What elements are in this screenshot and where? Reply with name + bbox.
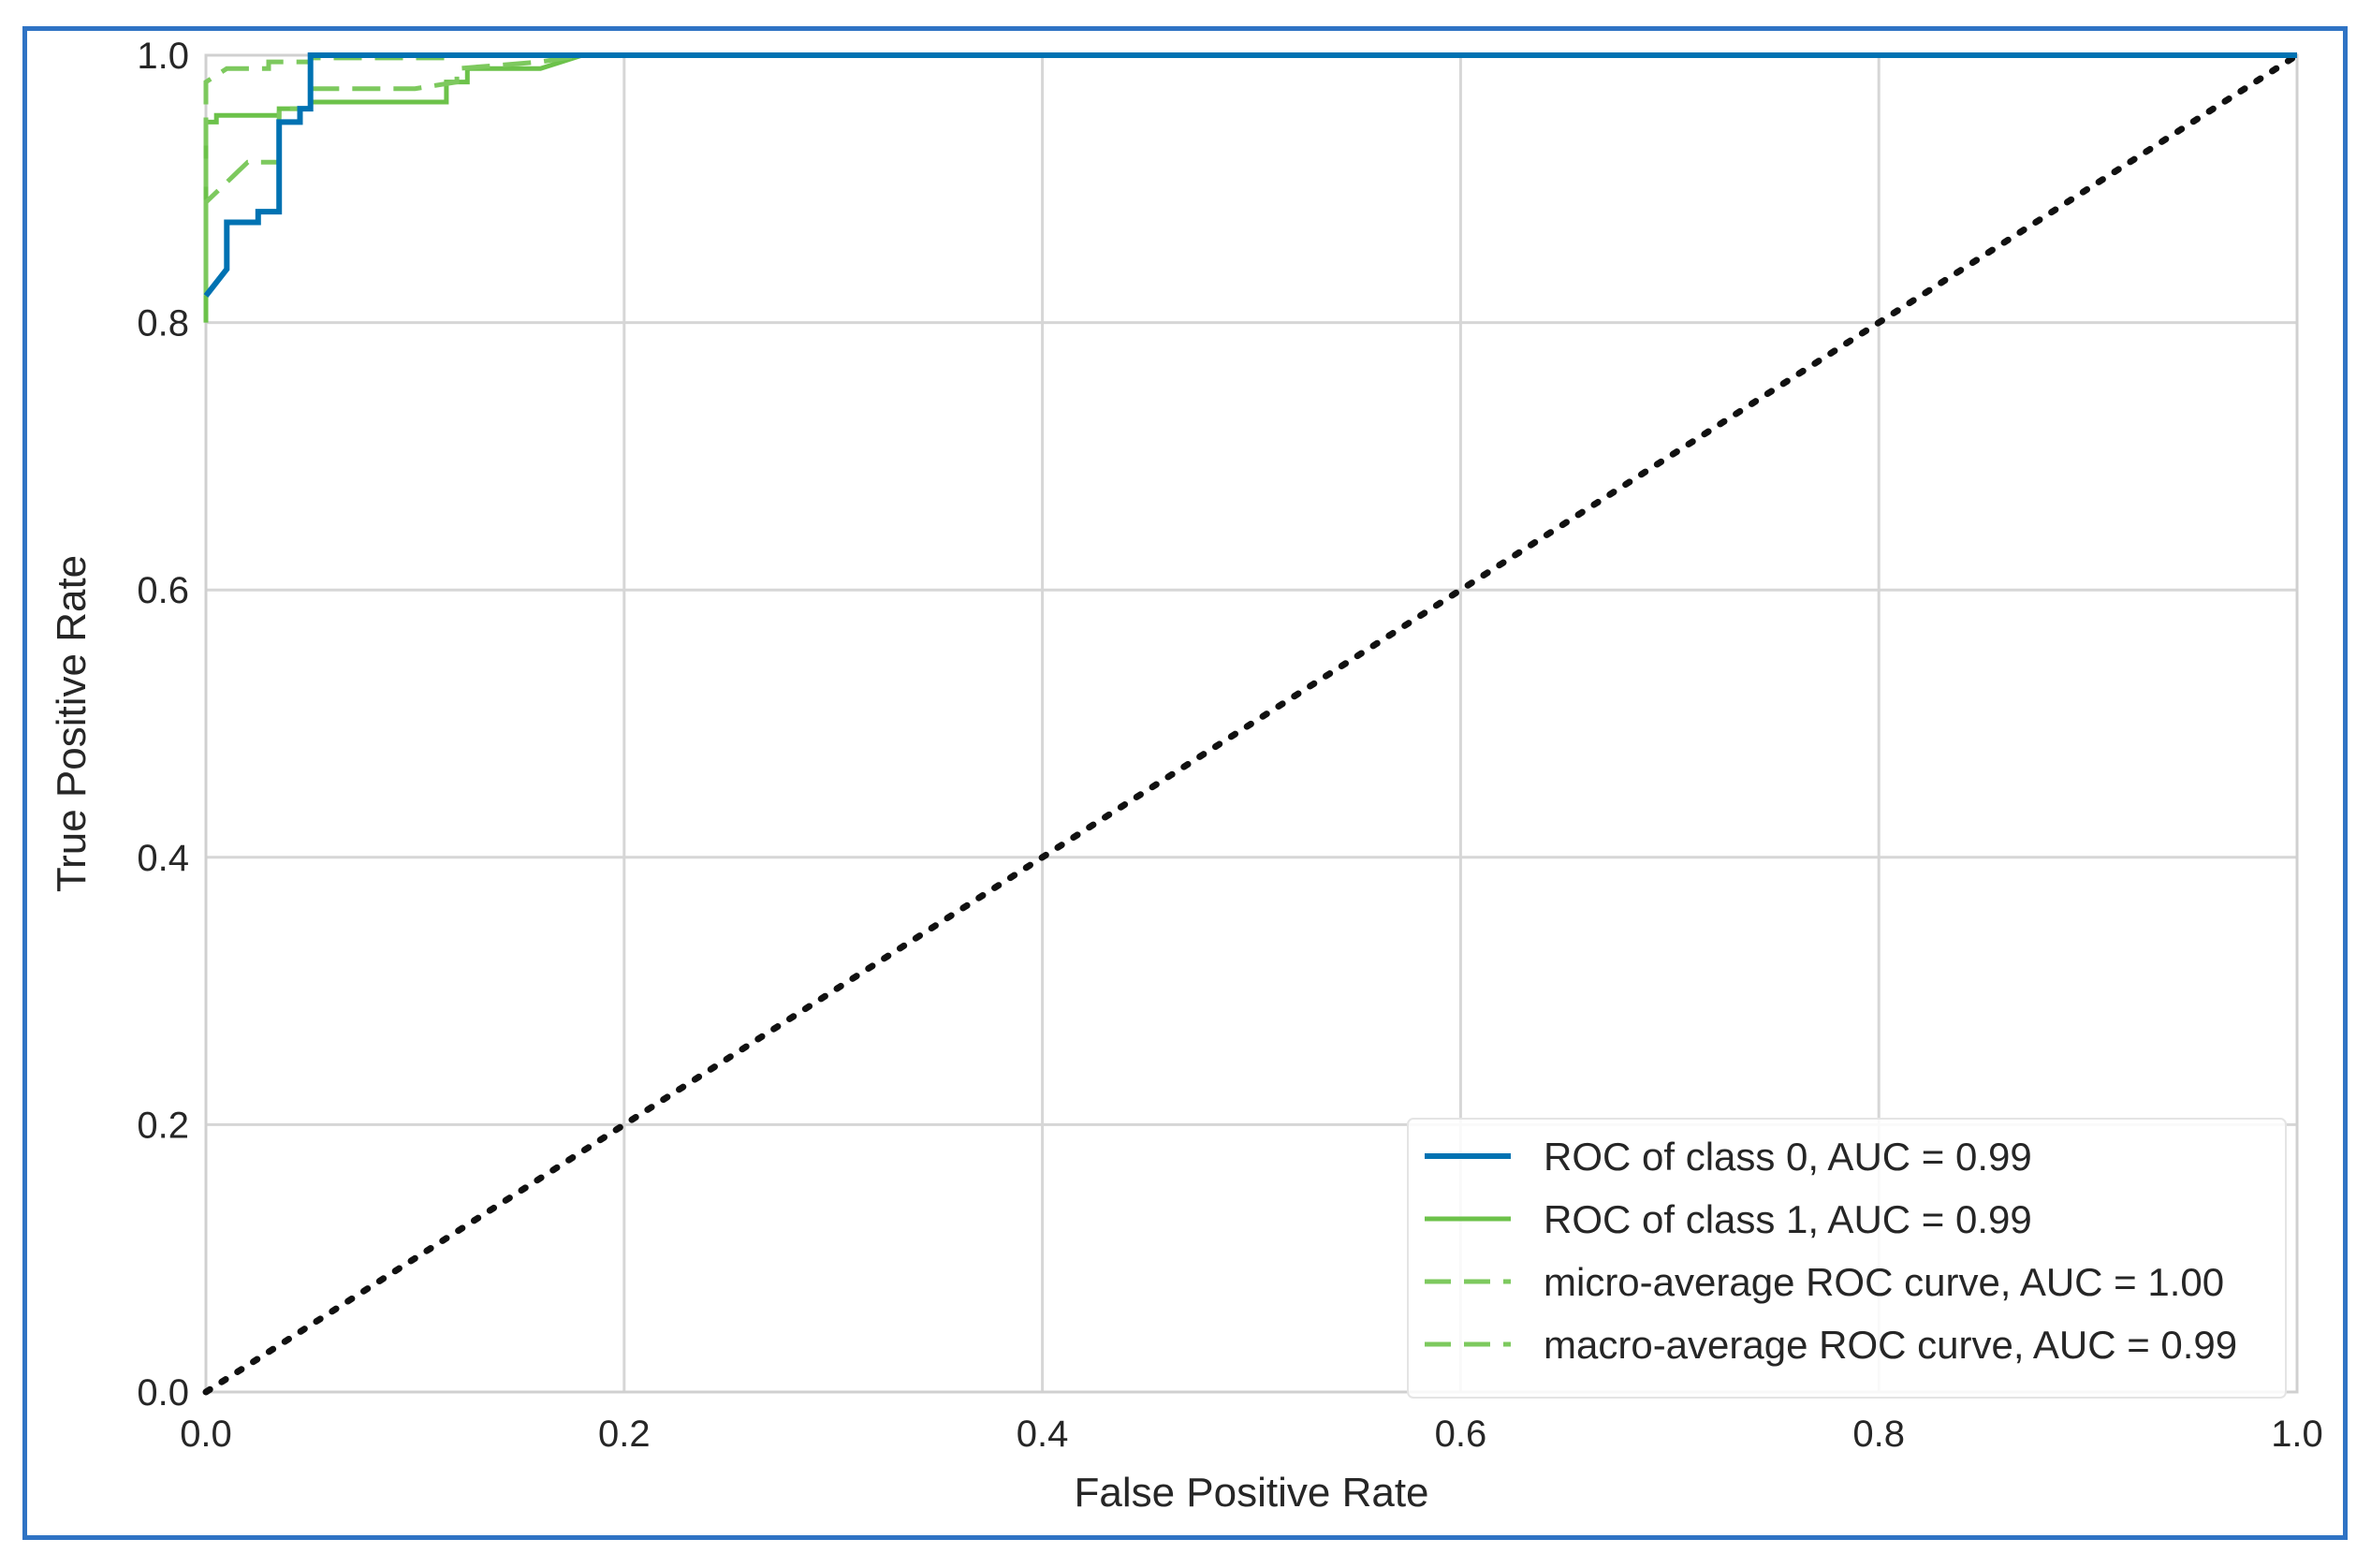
x-tick-label: 0.4	[1017, 1414, 1069, 1455]
series-line-1	[203, 52, 2297, 323]
roc-chart: 0.0 0.2 0.4 0.6 0.8 1.0 0.0 0.2 0.4 0.6 0.8 1.0 Fa…	[49, 36, 2323, 1516]
series-layer	[202, 51, 2301, 1396]
y-tick-labels: 0.0 0.2 0.4 0.6 0.8 1.0	[137, 36, 189, 1414]
y-tick-label: 0.4	[137, 838, 189, 879]
y-tick-label: 0.8	[137, 303, 189, 344]
x-tick-label: 0.8	[1852, 1414, 1905, 1455]
legend-label: macro-average ROC curve, AUC = 0.99	[1544, 1323, 2237, 1367]
chart-frame: 0.0 0.2 0.4 0.6 0.8 1.0 0.0 0.2 0.4 0.6 0.8 1.0 Fa…	[22, 26, 2348, 1540]
y-axis-label: True Positive Rate	[49, 555, 95, 892]
series-line-2	[203, 52, 2297, 270]
y-tick-label: 0.6	[137, 570, 189, 611]
series-line-3	[203, 52, 2297, 296]
x-tick-label: 0.6	[1435, 1414, 1487, 1455]
x-tick-label: 1.0	[2271, 1414, 2323, 1455]
x-tick-labels: 0.0 0.2 0.4 0.6 0.8 1.0	[180, 1414, 2323, 1455]
x-axis-label: False Positive Rate	[1074, 1470, 1428, 1516]
legend-label: ROC of class 0, AUC = 0.99	[1544, 1135, 2032, 1179]
legend: ROC of class 0, AUC = 0.99 ROC of class 1…	[1407, 1118, 2287, 1399]
y-tick-label: 1.0	[137, 36, 189, 77]
series-line-4	[202, 51, 2301, 1396]
x-tick-label: 0.2	[598, 1414, 651, 1455]
y-tick-label: 0.2	[137, 1105, 189, 1146]
legend-label: ROC of class 1, AUC = 0.99	[1544, 1197, 2032, 1241]
x-tick-label: 0.0	[180, 1414, 232, 1455]
series-line-0	[203, 52, 2297, 298]
legend-label: micro-average ROC curve, AUC = 1.00	[1544, 1260, 2224, 1304]
y-tick-label: 0.0	[137, 1372, 189, 1414]
legend-box	[1407, 1118, 2287, 1399]
